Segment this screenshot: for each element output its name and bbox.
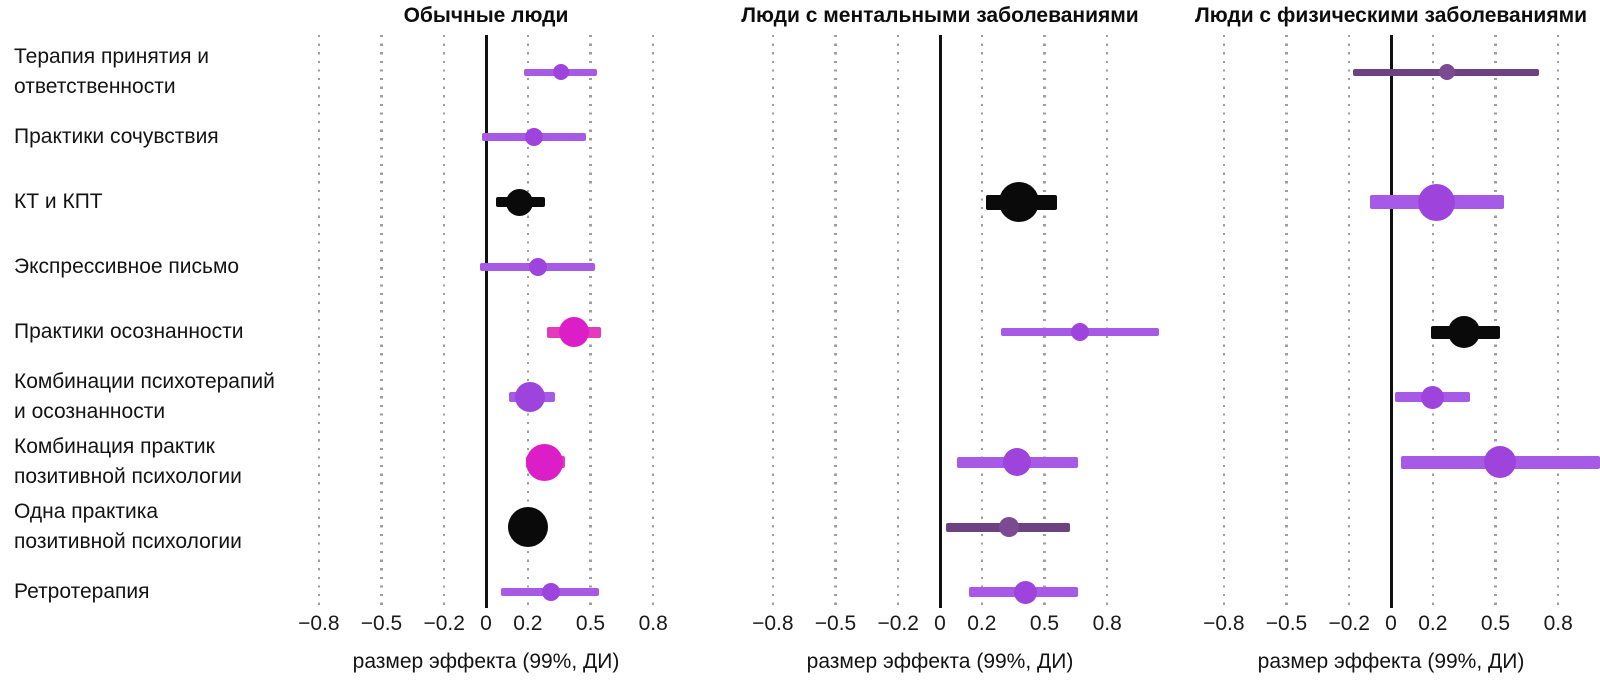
x-tick-label: −0.5 <box>360 612 403 635</box>
gridline <box>317 35 320 608</box>
x-tick-label: 0 <box>1385 612 1397 635</box>
gridline <box>771 35 774 608</box>
effect-point <box>507 507 548 547</box>
row-label: Экспрессивное письмо <box>14 255 240 278</box>
effect-point <box>1071 323 1090 341</box>
gridline <box>589 35 592 608</box>
row-label: Практики сочувствия <box>14 125 219 148</box>
panel <box>755 0 1175 696</box>
x-tick-label: −0.8 <box>752 612 794 635</box>
x-tick-label: 0.5 <box>575 612 606 635</box>
x-tick-label: 0.2 <box>513 612 543 635</box>
gridline <box>526 35 529 608</box>
effect-point <box>998 517 1019 537</box>
effect-point <box>1421 385 1445 409</box>
effect-point <box>558 317 589 347</box>
x-axis-title: размер эффекта (99%, ДИ) <box>352 650 620 673</box>
effect-point <box>999 182 1040 222</box>
zero-line <box>938 35 942 608</box>
gridline <box>1494 35 1497 608</box>
gridline <box>1348 35 1351 608</box>
panel-title: Обычные люди <box>403 4 569 27</box>
row-label: Ретротерапия <box>14 580 150 603</box>
x-tick-label: 0.5 <box>1029 612 1060 635</box>
x-tick-label: −0.5 <box>1265 612 1308 635</box>
effect-point <box>514 382 545 412</box>
x-tick-label: 0.8 <box>638 612 668 635</box>
x-tick-label: 0.5 <box>1480 612 1511 635</box>
effect-point <box>1483 446 1516 478</box>
x-tick-label: −0.5 <box>814 612 857 635</box>
panel <box>300 0 680 696</box>
gridline <box>1222 35 1225 608</box>
effect-point <box>1418 183 1456 221</box>
panel <box>1205 0 1600 696</box>
x-tick-label: 0.8 <box>1543 612 1573 635</box>
row-label: Практики осознанности <box>14 320 244 343</box>
gridline <box>380 35 383 608</box>
x-tick-label: −0.8 <box>1203 612 1245 635</box>
x-tick-label: 0 <box>480 612 492 635</box>
effect-point <box>1014 580 1038 604</box>
panel-title: Люди с физическими заболеваниями <box>1194 4 1588 27</box>
effect-point <box>505 188 533 216</box>
effect-point <box>553 64 570 80</box>
row-label: Комбинации психотерапий и осознанности <box>14 370 275 423</box>
x-tick-label: 0 <box>934 612 946 635</box>
effect-point <box>1448 316 1481 348</box>
gridline <box>1043 35 1046 608</box>
row-label: КТ и КПТ <box>14 190 103 213</box>
effect-point <box>1003 448 1032 476</box>
effect-point <box>525 128 544 146</box>
effect-point <box>541 583 560 601</box>
gridline <box>1106 35 1109 608</box>
effect-point <box>526 443 564 481</box>
row-label: Терапия принятия и ответственности <box>14 45 210 98</box>
gridline <box>1431 35 1434 608</box>
x-tick-label: −0.2 <box>423 612 465 635</box>
gridline <box>1285 35 1288 608</box>
x-tick-label: −0.8 <box>298 612 340 635</box>
zero-line <box>484 35 488 608</box>
x-tick-label: −0.2 <box>877 612 919 635</box>
panel-title: Люди с ментальными заболеваниями <box>741 4 1139 27</box>
x-axis-title: размер эффекта (99%, ДИ) <box>806 650 1074 673</box>
row-label: Одна практика позитивной психологии <box>14 500 242 553</box>
gridline <box>1557 35 1560 608</box>
gridline <box>443 35 446 608</box>
x-tick-label: −0.2 <box>1328 612 1370 635</box>
x-tick-label: 0.8 <box>1092 612 1122 635</box>
x-axis-title: размер эффекта (99%, ДИ) <box>1257 650 1525 673</box>
zero-line <box>1389 35 1393 608</box>
gridline <box>897 35 900 608</box>
gridline <box>980 35 983 608</box>
effect-point <box>1439 64 1456 80</box>
x-tick-label: 0.2 <box>967 612 997 635</box>
row-label: Комбинация практик позитивной психологии <box>14 435 242 488</box>
gridline <box>652 35 655 608</box>
x-tick-label: 0.2 <box>1418 612 1448 635</box>
gridline <box>834 35 837 608</box>
effect-point <box>529 258 548 276</box>
